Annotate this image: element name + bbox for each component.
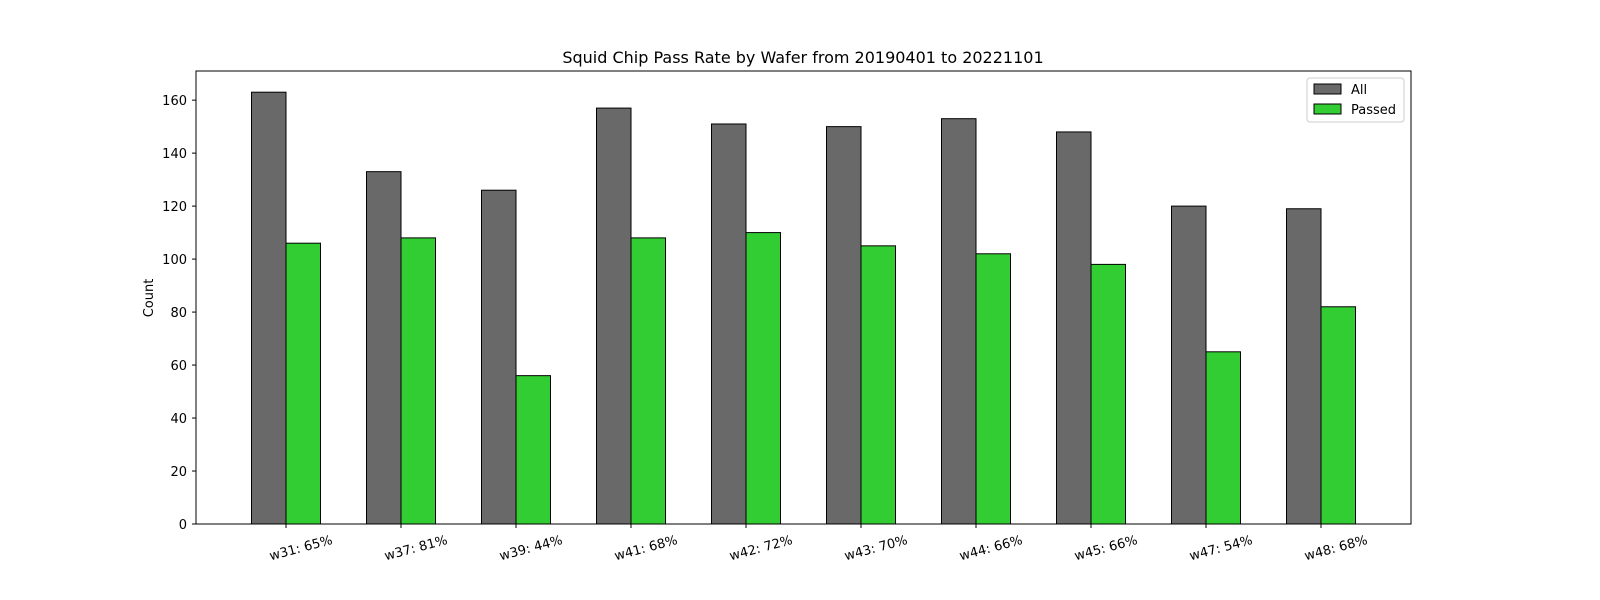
x-tick-label: w47: 54% [1188, 533, 1254, 564]
y-tick-label: 100 [162, 253, 187, 268]
bar-all-3 [481, 189, 517, 525]
bar-all-1 [251, 91, 287, 525]
bar-passed-6 [860, 245, 896, 525]
bar-all-10 [1286, 208, 1322, 525]
legend-swatch-passed [1313, 103, 1342, 115]
bar-all-9 [1171, 205, 1207, 525]
bar-passed-4 [630, 237, 666, 525]
x-tick-label: w42: 72% [728, 533, 794, 564]
bar-all-4 [596, 107, 632, 525]
bars-group [251, 91, 1356, 525]
legend-label-all: All [1351, 83, 1367, 98]
bar-passed-2 [400, 237, 436, 525]
bar-all-6 [826, 126, 862, 525]
chart-title: Squid Chip Pass Rate by Wafer from 20190… [562, 48, 1043, 67]
bar-passed-10 [1320, 306, 1356, 525]
legend-swatch-all [1313, 83, 1342, 95]
bar-passed-3 [515, 375, 551, 525]
y-tick-label: 60 [170, 359, 187, 374]
bar-all-5 [711, 123, 747, 525]
x-tick-label: w43: 70% [843, 533, 909, 564]
bar-passed-5 [745, 232, 781, 525]
y-tick-label: 160 [162, 94, 187, 109]
bar-passed-7 [975, 253, 1011, 525]
x-tick-label: w39: 44% [498, 533, 564, 564]
y-tick-label: 0 [179, 518, 187, 533]
legend: All Passed [1306, 77, 1405, 123]
bar-all-8 [1056, 131, 1092, 525]
y-tick-label: 80 [170, 306, 187, 321]
bar-all-7 [941, 118, 977, 525]
y-axis: 0 20 40 60 80 100 120 140 160 [162, 94, 196, 533]
y-axis-label: Count [142, 279, 157, 318]
y-tick-label: 20 [170, 465, 187, 480]
bar-passed-8 [1090, 263, 1126, 525]
x-axis: w31: 65% w37: 81% w39: 44% w41: 68% w42: 72%… [268, 524, 1369, 564]
x-tick-label: w48: 68% [1303, 533, 1369, 564]
x-tick-label: w41: 68% [613, 533, 679, 564]
x-tick-label: w31: 65% [268, 533, 334, 564]
y-tick-label: 140 [162, 147, 187, 162]
y-tick-label: 120 [162, 200, 187, 215]
x-tick-label: w44: 66% [958, 533, 1024, 564]
legend-label-passed: Passed [1351, 103, 1396, 118]
bar-passed-1 [285, 242, 321, 525]
bar-passed-9 [1205, 351, 1241, 525]
plot-frame [195, 70, 1412, 525]
bar-all-2 [366, 171, 402, 525]
x-tick-label: w37: 81% [383, 533, 449, 564]
x-tick-label: w45: 66% [1073, 533, 1139, 564]
y-tick-label: 40 [170, 412, 187, 427]
